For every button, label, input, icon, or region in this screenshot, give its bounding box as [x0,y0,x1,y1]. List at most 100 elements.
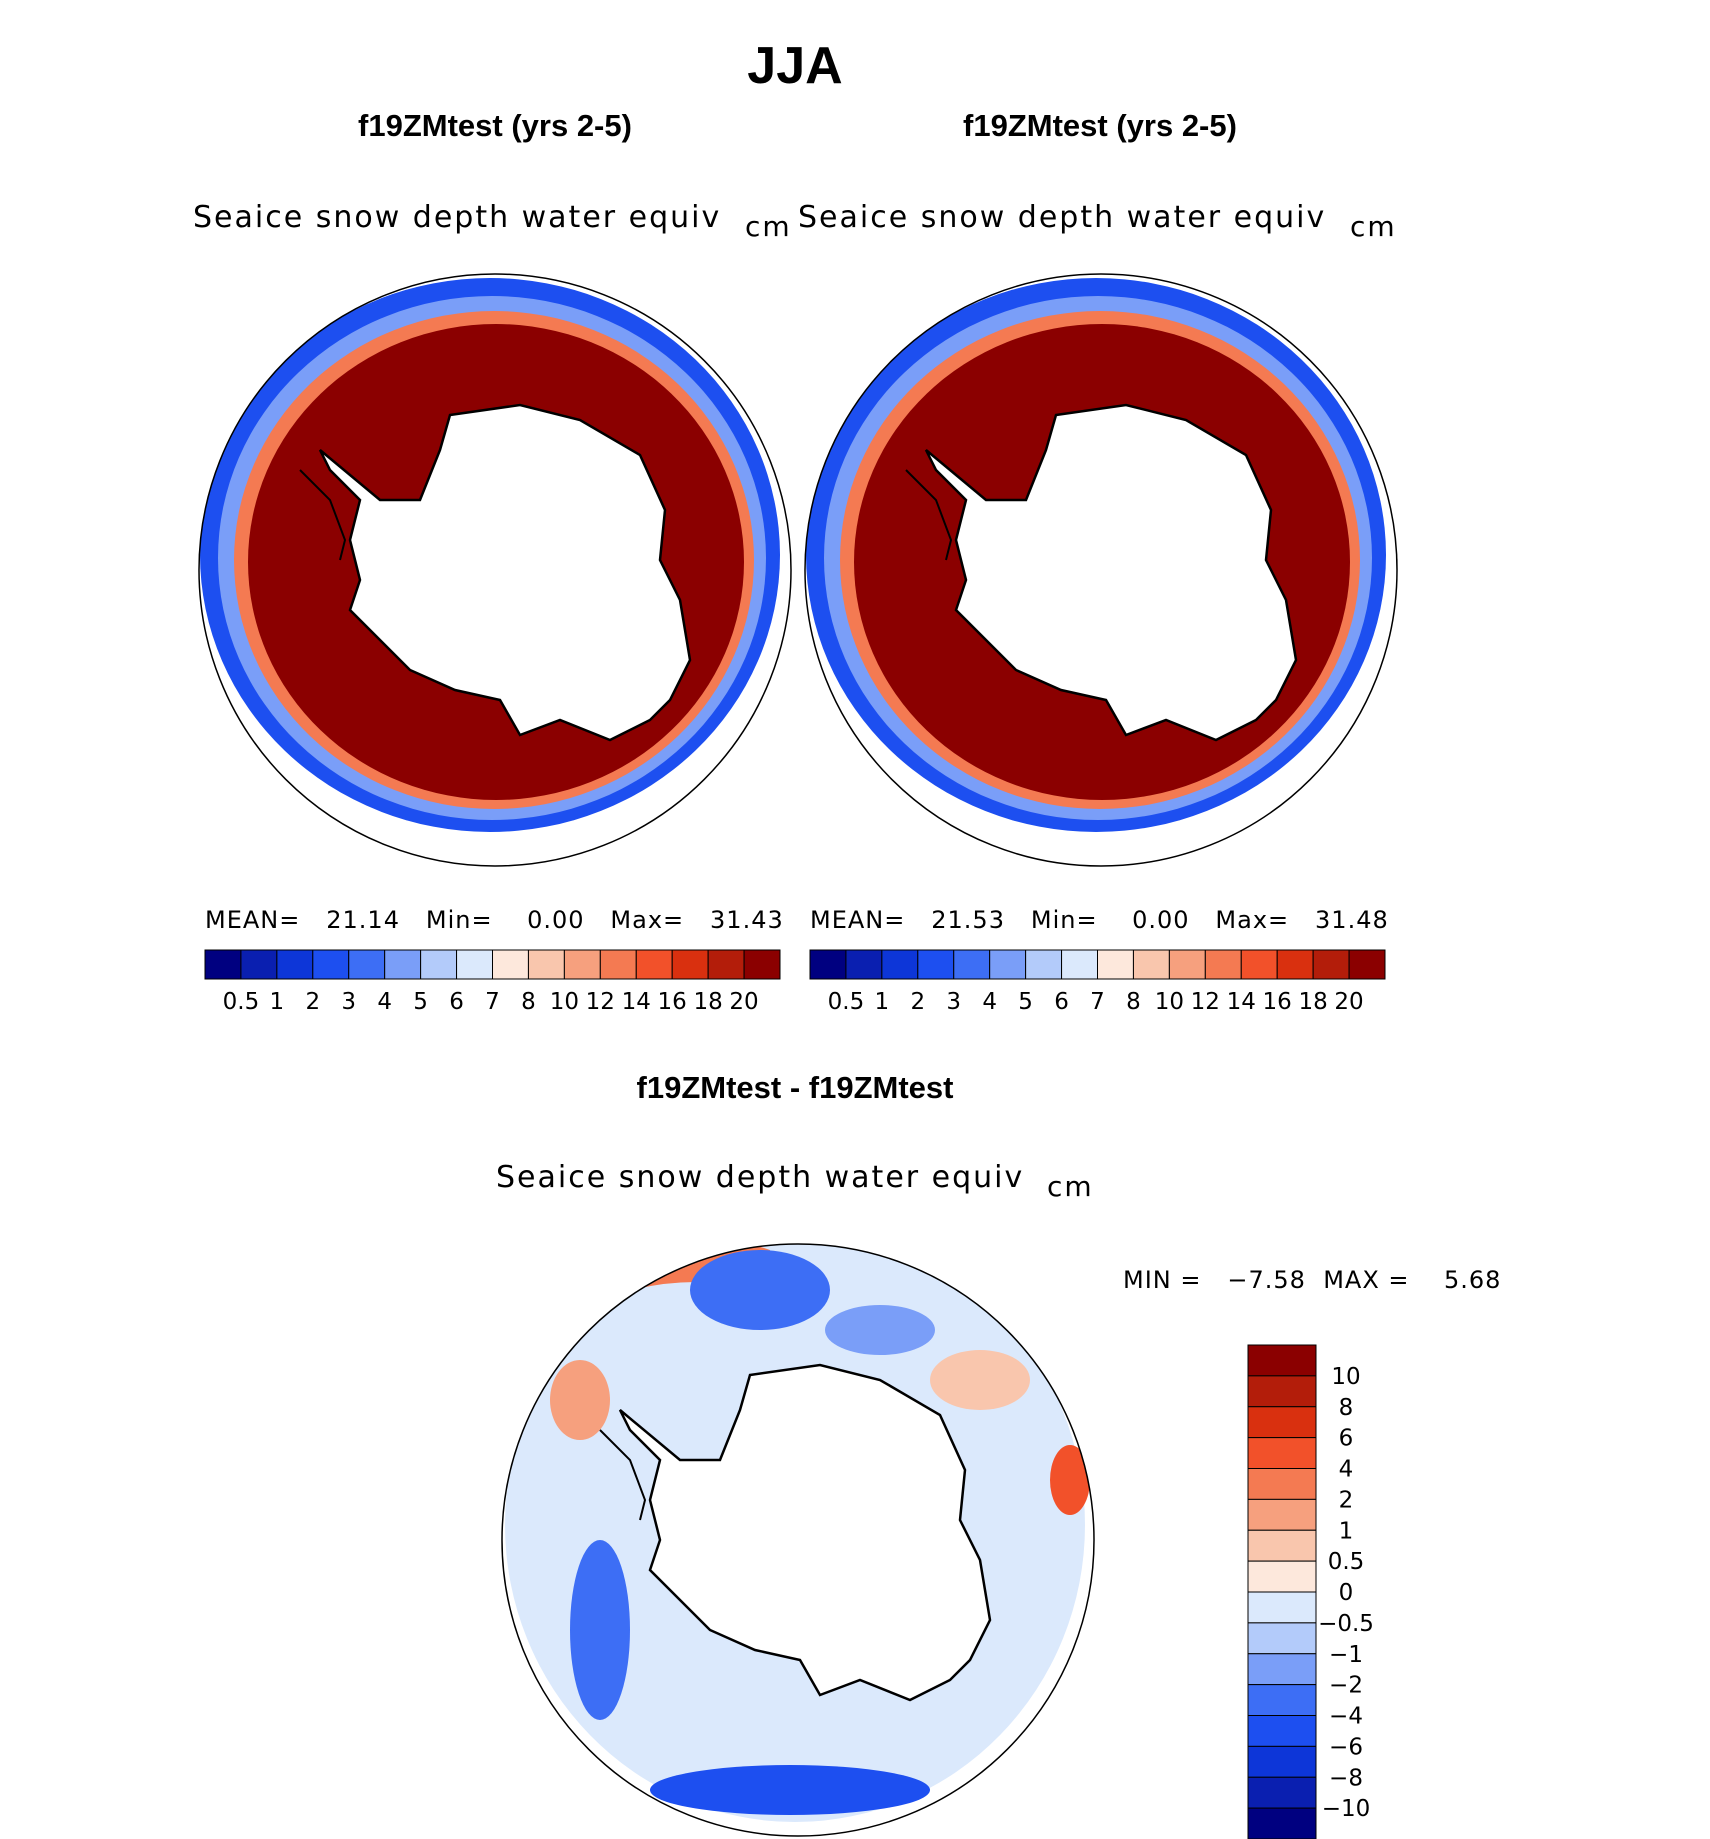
panel-1-colorbar-swatch [492,949,529,980]
diff-colorbar-tick-label: 0.5 [1328,1549,1365,1575]
diff-negative-patch-north [690,1250,830,1330]
panel-1-colorbar-tick-label: 16 [658,989,687,1015]
panel-1-max-value: 31.43 [710,906,784,934]
diff-negative-patch-ne [825,1305,935,1355]
diff-colorbar-tick-label: 10 [1331,1364,1360,1390]
panel-2-max-value: 31.48 [1315,906,1389,934]
panel-2-colorbar-tick-label: 6 [1054,989,1069,1015]
panel-2-colorbar-tick-label: 1 [875,989,890,1015]
panel-1-max-label: Max= [610,906,685,934]
panel-2-variable-label: Seaice snow depth water equiv [798,200,1327,235]
diff-colorbar-swatch [1247,1468,1317,1500]
panel-1-colorbar-tick-label: 2 [305,989,320,1015]
diff-colorbar-swatch [1247,1344,1317,1377]
panel-2-colorbar-tick-label: 16 [1263,989,1292,1015]
diff-colorbar-swatch [1247,1375,1317,1408]
panel-2-colorbar-tick-label: 14 [1227,989,1256,1015]
panel-1-map-border [198,273,792,867]
diff-negative-patch-west [570,1540,630,1720]
panel-2-colorbar-swatch [917,949,955,980]
panel-2-colorbar-swatch [881,949,919,980]
diff-colorbar-tick-label: −1 [1329,1642,1363,1668]
diff-colorbar-swatch [1247,1715,1317,1747]
panel-1-colorbar: 0.5 1 2 3 4 5 6 7 8 10 12 14 16 18 20 [204,949,781,1015]
diff-colorbar-swatch [1247,1498,1317,1531]
diff-colorbar-swatch [1247,1684,1317,1716]
diff-colorbar-swatch [1247,1745,1317,1778]
panel-1-colorbar-tick-label: 10 [550,989,579,1015]
diff-colorbar-tick-label: 1 [1339,1518,1354,1544]
panel-1-title: f19ZMtest (yrs 2-5) [358,108,632,143]
panel-1-min-value: 0.00 [527,906,585,934]
diff-colorbar-swatch [1247,1776,1317,1809]
panel-2-min-value: 0.00 [1132,906,1190,934]
diff-units-label: cm [1047,1170,1094,1203]
diff-antarctica [618,1363,992,1702]
panel-1-colorbar-swatch [240,949,278,980]
panel-2-colorbar-tick-label: 8 [1126,989,1141,1015]
panel-1-colorbar-tick-label: 4 [377,989,392,1015]
panel-2-colorbar-tick-label: 2 [910,989,925,1015]
panel-1-colorbar-swatch [312,949,350,980]
diff-stats: MIN = −7.58 MAX = 5.68 [1123,1266,1501,1294]
panel-2-units-label: cm [1350,210,1397,243]
panel-1-colorbar-swatch [563,949,601,980]
diff-colorbar-tick-label: 6 [1339,1426,1354,1452]
figure-title: JJA [747,37,843,95]
panel-2-colorbar-tick-label: 10 [1155,989,1184,1015]
panel-1-antarctica [318,403,692,742]
panel-1-peninsula [299,469,347,561]
panel-2-colorbar-swatch [1168,949,1206,980]
diff-positive-patch-far-east [1050,1445,1090,1515]
panel-1-mean-value: 21.14 [326,906,400,934]
panel-2-colorbar-swatch [1132,949,1170,980]
diff-colorbar-tick-label: −4 [1329,1704,1363,1730]
panel-2-antarctica [924,403,1298,742]
panel-1-stats: MEAN= 21.14 Min= 0.00 Max= 31.43 [205,906,784,934]
diff-min-value: −7.58 [1227,1266,1306,1294]
panel-1-variable-label: Seaice snow depth water equiv [193,200,722,235]
diff-negative-patch-south [650,1765,930,1815]
panel-1-colorbar-swatch [635,949,673,980]
panel-1-colorbar-swatch [599,949,637,980]
diff-colorbar-swatch [1247,1622,1317,1655]
diff-colorbar-tick-label: 4 [1339,1457,1354,1483]
diff-colorbar-swatch [1247,1406,1317,1439]
diff-max-value: 5.68 [1444,1266,1502,1294]
diff-colorbar-swatch [1247,1560,1317,1593]
panel-2-colorbar-tick-label: 0.5 [828,989,865,1015]
diff-map-border [501,1243,1095,1837]
panel-2-colorbar-swatch [1240,949,1278,980]
panel-1-colorbar-tick-label: 6 [449,989,464,1015]
panel-1-colorbar-tick-label: 1 [270,989,285,1015]
panel-2-map [806,278,1386,832]
panel-1-colorbar-swatch [384,949,422,980]
panel-1-units-label: cm [745,210,792,243]
panel-1-colorbar-tick-label: 12 [586,989,615,1015]
panel-2-colorbar-tick-label: 7 [1090,989,1105,1015]
diff-variable-label: Seaice snow depth water equiv [496,1160,1025,1195]
diff-colorbar-swatch [1247,1653,1317,1686]
panel-2-colorbar-swatch [1276,949,1314,980]
diff-colorbar-tick-label: −10 [1322,1796,1371,1822]
diff-colorbar-tick-label: −8 [1329,1765,1363,1791]
panel-2-title: f19ZMtest (yrs 2-5) [963,108,1237,143]
panel-2-colorbar-swatch [1097,949,1134,980]
panel-2-colorbar-swatch [1312,949,1350,980]
panel-2-colorbar: 0.5 1 2 3 4 5 6 7 8 10 12 14 16 18 20 [809,949,1386,1015]
panel-1-colorbar-swatch [743,949,781,980]
panel-1-mean-label: MEAN= [205,906,301,934]
panel-2-colorbar-tick-label: 3 [946,989,961,1015]
panel-1-colorbar-swatch [671,949,709,980]
diff-colorbar-swatch [1247,1807,1317,1839]
diff-map [505,1244,1090,1822]
diff-max-label: MAX = [1323,1266,1410,1294]
panel-1-min-label: Min= [425,906,493,934]
diff-colorbar-swatch [1247,1591,1317,1624]
panel-2-colorbar-tick-label: 5 [1018,989,1033,1015]
panel-2-max-label: Max= [1215,906,1290,934]
diff-positive-patch-east [930,1350,1030,1410]
panel-2-colorbar-swatch [845,949,883,980]
panel-1-colorbar-tick-label: 8 [521,989,536,1015]
diff-panel-title: f19ZMtest - f19ZMtest [636,1070,954,1105]
